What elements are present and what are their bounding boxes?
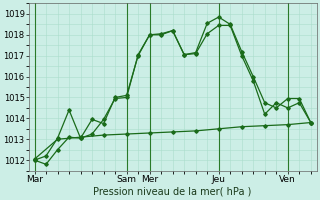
X-axis label: Pression niveau de la mer( hPa ): Pression niveau de la mer( hPa ) [93, 187, 252, 197]
